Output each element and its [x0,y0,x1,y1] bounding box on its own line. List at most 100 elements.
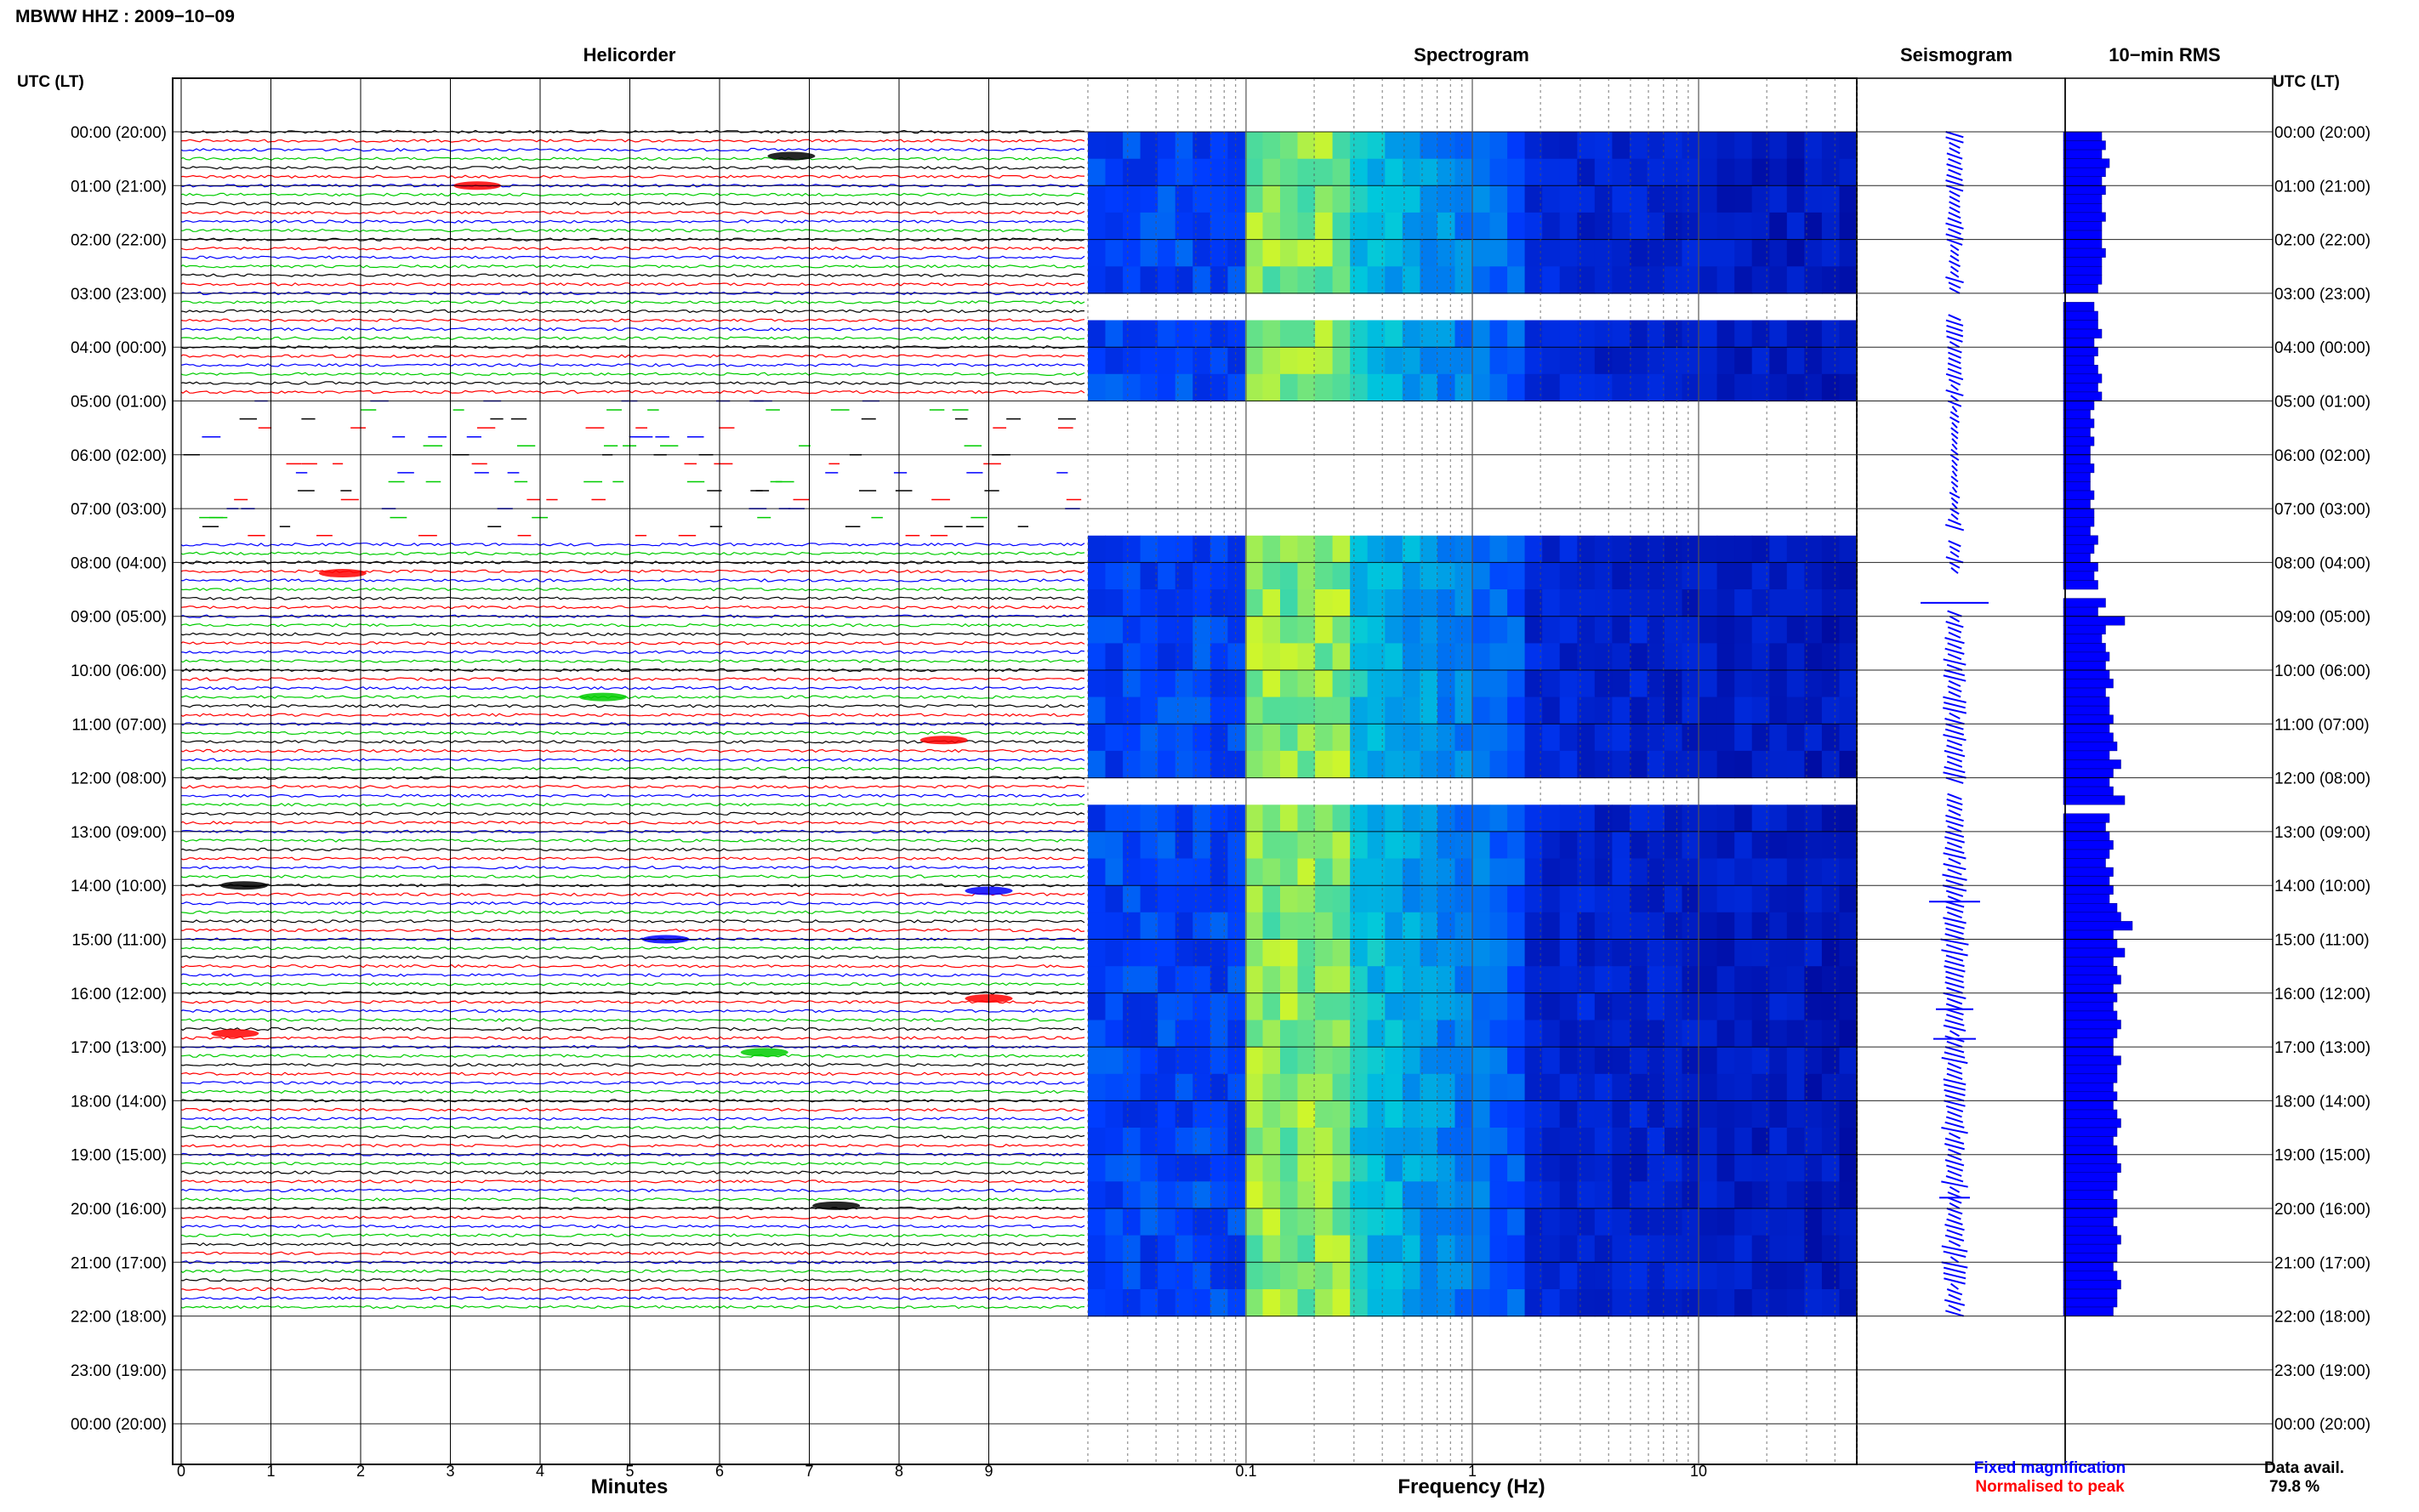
spectrogram-cell [1227,1262,1246,1290]
spectrogram-cell [1559,1208,1578,1236]
spectrogram-cell [1472,912,1491,941]
spectrogram-cell [1751,616,1770,644]
spectrogram-cell [1682,373,1700,402]
spectrogram-cell [1227,1208,1246,1236]
spectrogram-cell [1158,158,1176,186]
spectrogram-cell [1350,1181,1369,1209]
spectrogram-cell [1297,158,1316,186]
spectrogram-cell [1175,1181,1193,1209]
spectrogram-cell [1507,1208,1526,1236]
seismogram-segment [1949,550,1960,558]
spectrogram-cell [1665,1208,1683,1236]
spectrogram-cell [1385,670,1403,698]
spectrogram-cell [1786,373,1805,402]
seismogram-segment [1943,734,1967,742]
spectrogram-cell [1367,831,1386,860]
spectrogram-cell [1123,1208,1141,1236]
helicorder-trace [180,1162,1085,1166]
spectrogram-cell [1682,966,1700,994]
rms-bar [2063,1298,2118,1308]
rms-bar [2063,616,2126,626]
spectrogram-cell [1489,804,1508,833]
spectrogram-cell [1105,724,1124,752]
spectrogram-cell [1542,1262,1561,1290]
spectrogram-cell [1437,185,1455,213]
seismogram-segment [1944,702,1966,709]
spectrogram-cell [1559,670,1578,698]
utc-tick-label: 11:00 (07:00) [71,716,167,734]
spectrogram-cell [1577,1154,1596,1182]
spectrogram-cell [1420,347,1438,375]
spectrogram-cell [1751,589,1770,617]
spectrogram-cell [1244,643,1263,671]
spectrogram-cell [1262,239,1281,267]
spectrogram-cell [1559,616,1578,644]
spectrogram-cell [1105,858,1124,886]
seismogram-segment [1944,1121,1965,1128]
spectrogram-cell [1699,858,1718,886]
rms-bar [2063,266,2103,276]
spectrogram-cell [1262,804,1281,833]
spectrogram-cell [1437,266,1455,294]
spectrogram-cell [1594,589,1613,617]
spectrogram-cell [1402,1262,1420,1290]
rms-bar [2063,742,2118,752]
rms-bar [2063,687,2106,697]
seismogram-segment [1947,1153,1962,1161]
spectrogram-cell [1647,1128,1665,1156]
spectrogram-cell [1769,185,1788,213]
spectrogram-cell [1140,966,1158,994]
spectrogram-cell [1244,670,1263,698]
spectrogram-cell [1192,831,1211,860]
helicorder-trace [180,336,1085,340]
spectrogram-cell [1192,966,1211,994]
spectrogram-cell [1629,939,1648,967]
seismogram-segment [1951,406,1958,412]
spectrogram-cell [1665,670,1683,698]
spectrogram-cell [1297,804,1316,833]
spectrogram-cell [1123,831,1141,860]
spectrogram-cell [1332,912,1351,941]
spectrogram-cell [1244,1289,1263,1317]
spectrogram-cell [1699,589,1718,617]
spectrogram-cell [1769,724,1788,752]
spectrogram-cell [1158,1235,1176,1263]
spectrogram-cell [1437,1073,1455,1102]
spectrogram-cell [1227,212,1246,241]
spectrogram-cell [1559,750,1578,779]
seismogram-segment [1944,1234,1965,1242]
spectrogram-cell [1262,831,1281,860]
spectrogram-cell [1594,831,1613,860]
utc-tick-label: 17:00 (13:00) [71,1039,167,1057]
spectrogram-cell [1647,1235,1665,1263]
spectrogram-cell [1542,562,1561,590]
spectrogram-cell [1577,992,1596,1021]
spectrogram-cell [1297,1100,1316,1128]
spectrogram-cell [1140,643,1158,671]
spectrogram-cell [1210,643,1228,671]
seismogram-segment [1947,1169,1962,1177]
seismogram-segment [1942,884,1967,892]
spectrogram-cell [1420,966,1438,994]
spectrogram-cell [1227,1128,1246,1156]
seismogram-segment [1945,1008,1964,1016]
spectrogram-cell [1332,616,1351,644]
spectrogram-cell [1734,158,1753,186]
utc-tick-label-right: 06:00 (02:00) [2274,447,2371,465]
spectrogram-cell [1507,1128,1526,1156]
spectrogram-cell [1472,696,1491,725]
spectrogram-cell [1472,885,1491,913]
helicorder-trace [180,596,1085,600]
spectrogram-cell [1734,1289,1753,1317]
rms-bar [2063,1127,2118,1137]
spectrogram-cell [1489,132,1508,160]
spectrogram-cell [1734,320,1753,348]
spectrogram-cell [1315,1047,1334,1075]
spectrogram-cell [1507,1047,1526,1075]
spectrogram-cell [1244,1047,1263,1075]
helicorder-trace [180,587,1085,592]
spectrogram-cell [1542,589,1561,617]
spectrogram-cell [1350,132,1369,160]
spectrogram-cell [1489,1289,1508,1317]
rms-bar [2063,373,2103,384]
